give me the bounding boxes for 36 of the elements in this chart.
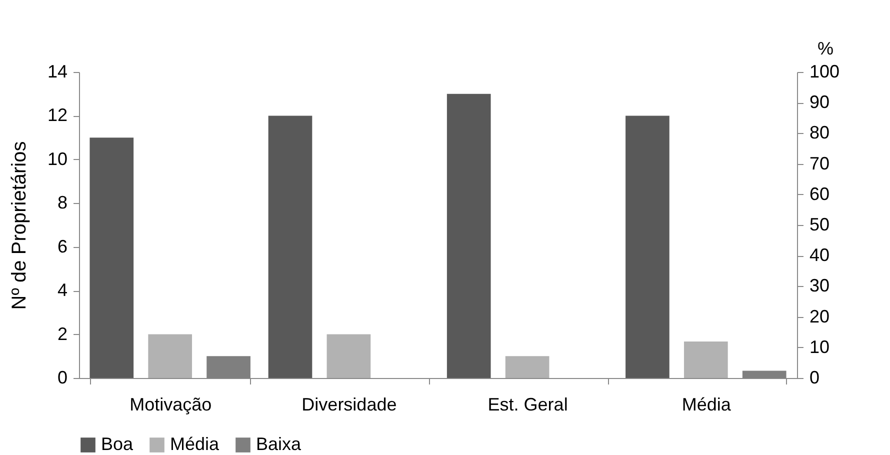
legend-label: Média — [170, 434, 220, 454]
y2-axis-title: % — [817, 38, 834, 58]
y-tick-label: 8 — [57, 192, 68, 213]
bar — [148, 334, 192, 378]
y2-tick-label: 60 — [810, 184, 830, 204]
y2-tick-label: 10 — [810, 336, 830, 357]
x-tick-label: Média — [682, 394, 732, 414]
bar — [326, 334, 371, 378]
bar — [268, 116, 312, 378]
y-tick-label: 12 — [47, 105, 68, 126]
bar — [505, 356, 550, 378]
y-tick-label: 2 — [57, 324, 68, 344]
bar — [626, 116, 670, 378]
legend-label: Boa — [101, 434, 134, 454]
y2-tick-label: 70 — [810, 153, 830, 174]
y2-tick-label: 80 — [810, 122, 830, 143]
bar — [446, 94, 491, 378]
legend-label: Baixa — [256, 434, 302, 454]
bar — [90, 138, 134, 378]
x-tick-label: Diversidade — [302, 394, 397, 414]
y2-tick-label: 50 — [810, 214, 830, 234]
y-tick-label: 14 — [47, 62, 68, 82]
x-tick-label: Est. Geral — [488, 394, 568, 414]
y-tick-label: 6 — [57, 236, 68, 256]
bar — [684, 342, 728, 378]
y2-tick-label: 40 — [810, 245, 830, 266]
y2-tick-label: 90 — [810, 92, 830, 112]
y-tick-label: 0 — [57, 368, 68, 388]
y-axis-title: Nº de Proprietários — [8, 141, 30, 310]
y-tick-label: 10 — [47, 148, 68, 169]
y2-tick-label: 30 — [810, 276, 830, 296]
x-tick-label: Motivação — [130, 394, 212, 414]
y-tick-label: 4 — [57, 280, 68, 300]
y2-tick-label: 0 — [810, 368, 820, 388]
y2-tick-label: 20 — [810, 306, 830, 326]
y2-tick-label: 100 — [810, 62, 840, 82]
